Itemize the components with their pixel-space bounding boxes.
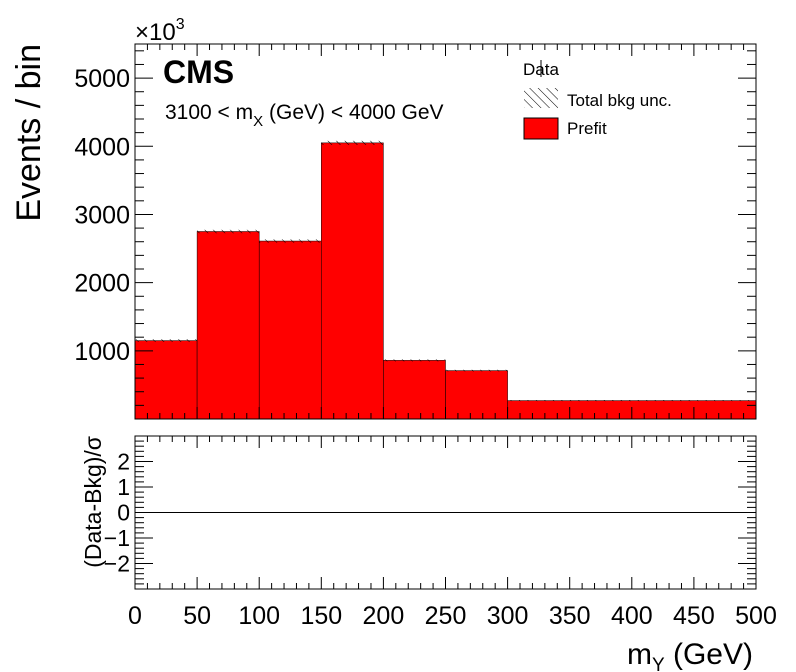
pull-y-tick-label: −2 — [104, 551, 130, 577]
y-tick-label: 2000 — [74, 270, 130, 298]
legend-entry-prefit: Prefit — [523, 117, 607, 140]
histogram-bar — [383, 360, 446, 420]
pull-axis-ticks — [134, 436, 757, 589]
histogram-bar — [134, 340, 198, 420]
histogram-bars — [134, 142, 757, 420]
pull-y-tick-label: 0 — [117, 500, 130, 526]
legend-data-label: Data — [523, 60, 559, 79]
x-tick-label: 200 — [363, 602, 405, 630]
uncertainty-band — [135, 339, 198, 342]
histogram-bar — [321, 142, 384, 420]
main-y-tick-labels: 1000 2000 3000 4000 5000 — [74, 65, 130, 366]
legend: Data Total bkg unc. Prefit — [523, 60, 672, 140]
y-tick-label: 3000 — [74, 201, 130, 229]
uncertainty-band — [507, 400, 756, 402]
x-tick-label: 100 — [238, 602, 280, 630]
x-axis-title-subscript: Y — [652, 655, 665, 672]
legend-entry-data: Data — [523, 60, 559, 79]
pull-y-tick-label: 2 — [117, 449, 130, 475]
legend-unc-label: Total bkg unc. — [567, 91, 672, 110]
x-tick-label: 250 — [425, 602, 467, 630]
legend-prefit-swatch — [523, 117, 559, 140]
x-axis-title: mY (GeV) — [627, 638, 753, 672]
legend-entry-total-bkg-unc: Total bkg unc. — [524, 88, 672, 110]
main-y-axis-title: Events / bin — [10, 44, 48, 222]
x-tick-label: 150 — [300, 602, 342, 630]
main-axis-ticks — [134, 44, 757, 420]
region-text-subscript: X — [253, 113, 263, 130]
y-multiplier-base: ×10 — [135, 19, 176, 46]
uncertainty-band — [321, 140, 384, 145]
pull-y-tick-label: 1 — [117, 474, 130, 500]
x-tick-label: 400 — [611, 602, 653, 630]
x-tick-label: 350 — [549, 602, 591, 630]
uncertainty-bands — [135, 140, 756, 402]
x-tick-labels: 0 50 100 150 200 250 300 350 400 450 500 — [128, 602, 777, 630]
x-tick-label: 500 — [735, 602, 777, 630]
x-axis-title-unit: (GeV) — [665, 638, 753, 671]
region-text-prefix: 3100 < m — [165, 101, 253, 124]
x-tick-label: 300 — [487, 602, 529, 630]
histogram-bar — [445, 370, 508, 420]
pull-y-axis-title: (Data-Bkg)/σ — [80, 436, 106, 568]
x-tick-label: 50 — [183, 602, 211, 630]
uncertainty-band — [445, 369, 508, 372]
histogram-bar — [196, 231, 260, 420]
x-tick-label: 450 — [673, 602, 715, 630]
histogram-bar — [258, 240, 322, 420]
uncertainty-band — [259, 239, 322, 243]
region-text: 3100 < mX (GeV) < 4000 GeV — [165, 101, 444, 130]
legend-hatch-swatch — [524, 88, 558, 108]
x-axis-title-main: m — [627, 638, 652, 671]
y-tick-label: 5000 — [74, 65, 130, 93]
uncertainty-band — [197, 229, 260, 234]
x-tick-label: 0 — [128, 602, 142, 630]
y-tick-label: 4000 — [74, 133, 130, 161]
y-multiplier: ×103 — [135, 16, 185, 46]
experiment-label: CMS — [163, 54, 234, 90]
y-multiplier-exponent: 3 — [176, 16, 185, 33]
y-tick-label: 1000 — [74, 338, 130, 366]
pull-y-tick-label: −1 — [104, 525, 130, 551]
legend-prefit-label: Prefit — [567, 119, 607, 138]
uncertainty-band — [383, 359, 446, 362]
main-plot-panel: 1000 2000 3000 4000 5000 — [74, 43, 757, 420]
region-text-suffix: (GeV) < 4000 GeV — [263, 101, 443, 124]
